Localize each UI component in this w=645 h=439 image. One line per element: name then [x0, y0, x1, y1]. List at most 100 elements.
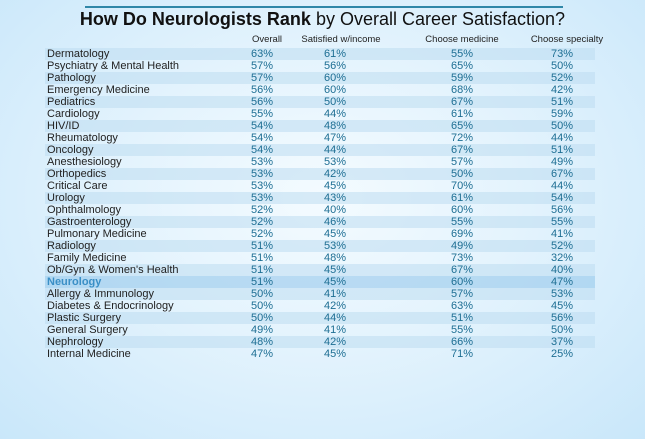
- header-choose-specialty: Choose specialty: [530, 34, 604, 45]
- cell-value: 73%: [450, 252, 474, 264]
- cell-value: 52%: [550, 72, 574, 84]
- cell-value: 67%: [450, 96, 474, 108]
- cell-value: 59%: [550, 108, 574, 120]
- cell-value: 50%: [450, 168, 474, 180]
- specialty-name: Nephrology: [47, 336, 104, 348]
- cell-value: 37%: [550, 336, 574, 348]
- cell-value: 73%: [550, 48, 574, 60]
- cell-value: 71%: [450, 348, 474, 360]
- cell-value: 52%: [250, 228, 274, 240]
- cell-value: 55%: [450, 216, 474, 228]
- specialty-name: Pediatrics: [47, 96, 96, 108]
- cell-value: 60%: [450, 276, 474, 288]
- header-choose-medicine: Choose medicine: [425, 34, 499, 45]
- cell-value: 68%: [450, 84, 474, 96]
- table-row: Pathology 57% 60% 59% 52%: [45, 72, 595, 84]
- cell-value: 60%: [323, 84, 347, 96]
- table-row: Diabetes & Endocrinology 50% 42% 63% 45%: [45, 300, 595, 312]
- specialty-name: Pulmonary Medicine: [47, 228, 147, 240]
- cell-value: 41%: [323, 288, 347, 300]
- table-row: Cardiology 55% 44% 61% 59%: [45, 108, 595, 120]
- table-row: Plastic Surgery 50% 44% 51% 56%: [45, 312, 595, 324]
- cell-value: 51%: [250, 264, 274, 276]
- specialty-name: Orthopedics: [47, 168, 107, 180]
- cell-value: 53%: [250, 192, 274, 204]
- cell-value: 60%: [450, 204, 474, 216]
- cell-value: 45%: [323, 228, 347, 240]
- cell-value: 56%: [550, 312, 574, 324]
- cell-value: 67%: [450, 264, 474, 276]
- specialty-name: Family Medicine: [47, 252, 127, 264]
- cell-value: 51%: [450, 312, 474, 324]
- cell-value: 55%: [550, 216, 574, 228]
- cell-value: 45%: [323, 264, 347, 276]
- cell-value: 50%: [250, 312, 274, 324]
- table-row: Ob/Gyn & Women's Health 51% 45% 67% 40%: [45, 264, 595, 276]
- cell-value: 32%: [550, 252, 574, 264]
- cell-value: 57%: [250, 60, 274, 72]
- table-row: Rheumatology 54% 47% 72% 44%: [45, 132, 595, 144]
- cell-value: 48%: [323, 120, 347, 132]
- cell-value: 54%: [250, 144, 274, 156]
- table-row: Gastroenterology 52% 46% 55% 55%: [45, 216, 595, 228]
- cell-value: 49%: [450, 240, 474, 252]
- specialty-name: Dermatology: [47, 48, 110, 60]
- cell-value: 72%: [450, 132, 474, 144]
- table-row: Internal Medicine 47% 45% 71% 25%: [45, 348, 595, 360]
- cell-value: 43%: [323, 192, 347, 204]
- cell-value: 51%: [550, 144, 574, 156]
- cell-value: 66%: [450, 336, 474, 348]
- cell-value: 56%: [550, 204, 574, 216]
- cell-value: 42%: [323, 300, 347, 312]
- cell-value: 52%: [550, 240, 574, 252]
- cell-value: 54%: [250, 132, 274, 144]
- cell-value: 44%: [323, 312, 347, 324]
- table-row: Family Medicine 51% 48% 73% 32%: [45, 252, 595, 264]
- cell-value: 63%: [250, 48, 274, 60]
- cell-value: 60%: [323, 72, 347, 84]
- cell-value: 50%: [250, 300, 274, 312]
- title-rest: by Overall Career Satisfaction?: [310, 9, 566, 29]
- cell-value: 61%: [450, 108, 474, 120]
- cell-value: 57%: [450, 288, 474, 300]
- specialty-name: Critical Care: [47, 180, 108, 192]
- cell-value: 50%: [550, 324, 574, 336]
- specialty-name: Rheumatology: [47, 132, 118, 144]
- cell-value: 53%: [550, 288, 574, 300]
- specialty-name: Neurology: [47, 276, 102, 288]
- cell-value: 51%: [250, 252, 274, 264]
- table-row: General Surgery 49% 41% 55% 50%: [45, 324, 595, 336]
- table-row: Dermatology 63% 61% 55% 73%: [45, 48, 595, 60]
- table-row: Neurology 51% 45% 60% 47%: [45, 276, 595, 288]
- cell-value: 57%: [250, 72, 274, 84]
- chart-title: How Do Neurologists Rank by Overall Care…: [0, 9, 645, 30]
- title-bold: How Do Neurologists Rank: [79, 9, 311, 29]
- cell-value: 59%: [450, 72, 474, 84]
- specialty-name: General Surgery: [47, 324, 128, 336]
- table-row: Nephrology 48% 42% 66% 37%: [45, 336, 595, 348]
- column-headers: Overall Satisfied w/income Choose medici…: [0, 34, 645, 46]
- cell-value: 53%: [250, 168, 274, 180]
- table-row: Anesthesiology 53% 53% 57% 49%: [45, 156, 595, 168]
- cell-value: 45%: [323, 348, 347, 360]
- cell-value: 50%: [323, 96, 347, 108]
- table-row: Emergency Medicine 56% 60% 68% 42%: [45, 84, 595, 96]
- table-row: Oncology 54% 44% 67% 51%: [45, 144, 595, 156]
- cell-value: 65%: [450, 120, 474, 132]
- specialty-name: Ob/Gyn & Women's Health: [47, 264, 179, 276]
- table-row: Pulmonary Medicine 52% 45% 69% 41%: [45, 228, 595, 240]
- specialty-name: Ophthalmology: [47, 204, 121, 216]
- cell-value: 41%: [323, 324, 347, 336]
- cell-value: 53%: [250, 180, 274, 192]
- cell-value: 67%: [550, 168, 574, 180]
- specialty-name: Pathology: [47, 72, 96, 84]
- cell-value: 44%: [323, 108, 347, 120]
- cell-value: 25%: [550, 348, 574, 360]
- cell-value: 46%: [323, 216, 347, 228]
- cell-value: 61%: [450, 192, 474, 204]
- table-row: Critical Care 53% 45% 70% 44%: [45, 180, 595, 192]
- cell-value: 40%: [323, 204, 347, 216]
- title-rule: [85, 6, 563, 8]
- cell-value: 56%: [250, 96, 274, 108]
- header-satisfied-income: Satisfied w/income: [301, 34, 381, 45]
